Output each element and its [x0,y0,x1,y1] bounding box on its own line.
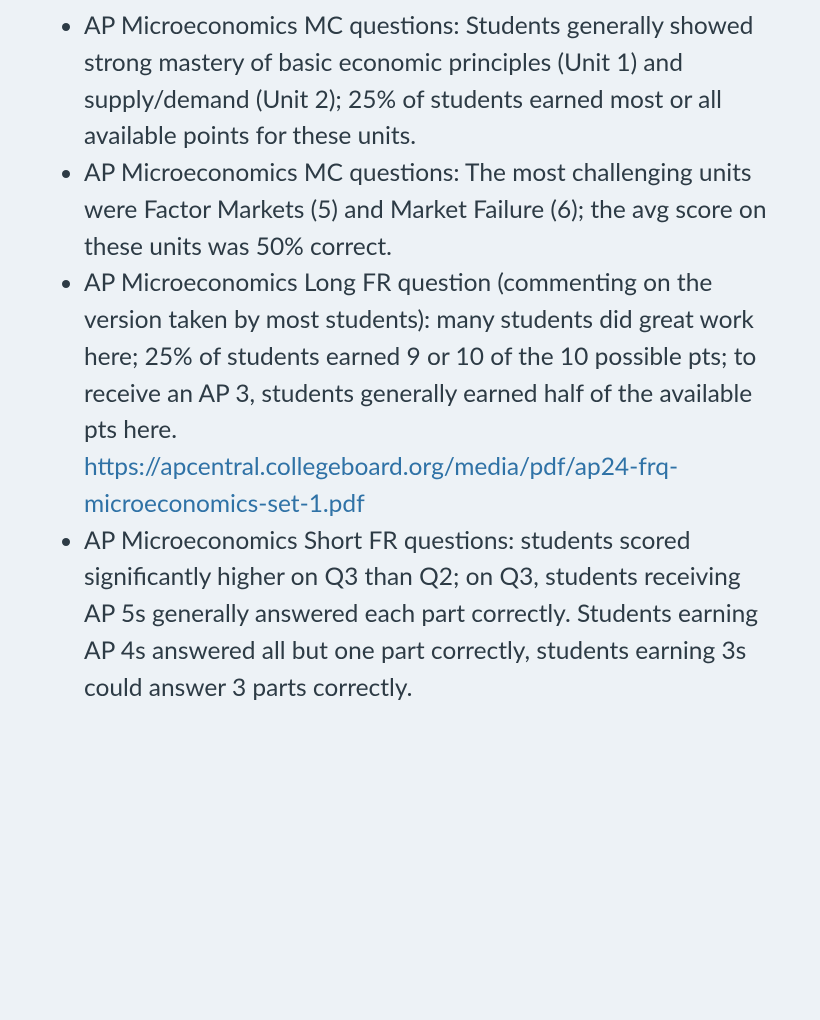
list-item: AP Microeconomics MC questions: The most… [84,155,776,265]
document-content: AP Microeconomics MC questions: Students… [0,0,820,730]
list-item-text: AP Microeconomics Short FR questions: st… [84,526,758,702]
list-item: AP Microeconomics MC questions: Students… [84,8,776,155]
list-item: AP Microeconomics Short FR questions: st… [84,523,776,707]
list-item-link-line: https://apcentral.collegeboard.org/media… [84,449,776,523]
frq-pdf-link[interactable]: https://apcentral.collegeboard.org/media… [84,452,678,518]
bullet-list: AP Microeconomics MC questions: Students… [44,8,776,706]
list-item-text: AP Microeconomics Long FR question (comm… [84,268,756,444]
list-item-text: AP Microeconomics MC questions: The most… [84,158,767,261]
list-item-text: AP Microeconomics MC questions: Students… [84,11,753,150]
list-item: AP Microeconomics Long FR question (comm… [84,265,776,522]
